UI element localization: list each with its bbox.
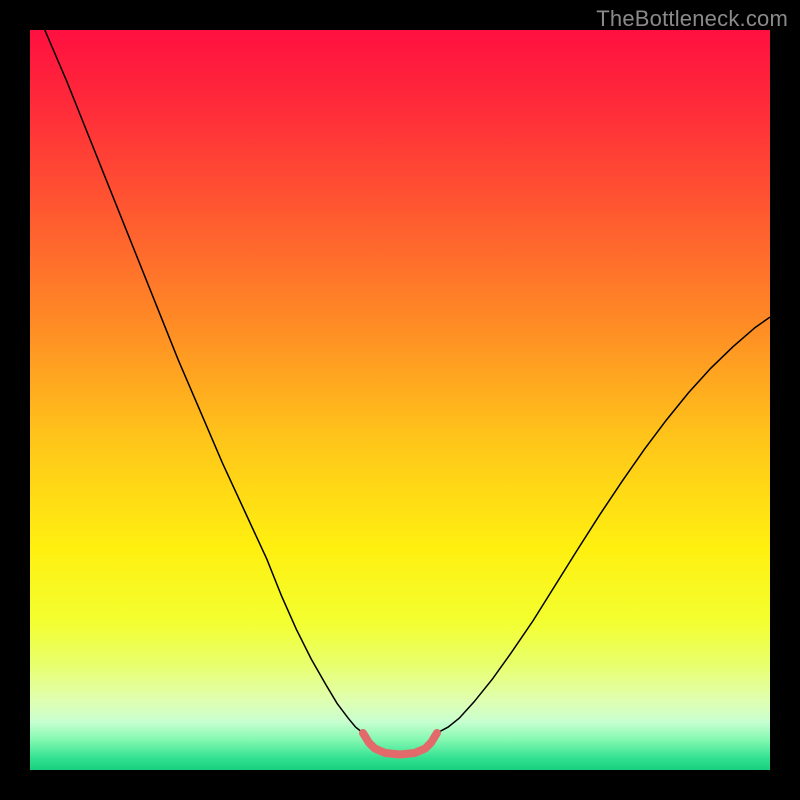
watermark-text: TheBottleneck.com [596, 6, 788, 32]
gradient-background [30, 30, 770, 770]
bottleneck-curve-chart [30, 30, 770, 770]
plot-area [30, 30, 770, 770]
chart-frame: TheBottleneck.com [0, 0, 800, 800]
